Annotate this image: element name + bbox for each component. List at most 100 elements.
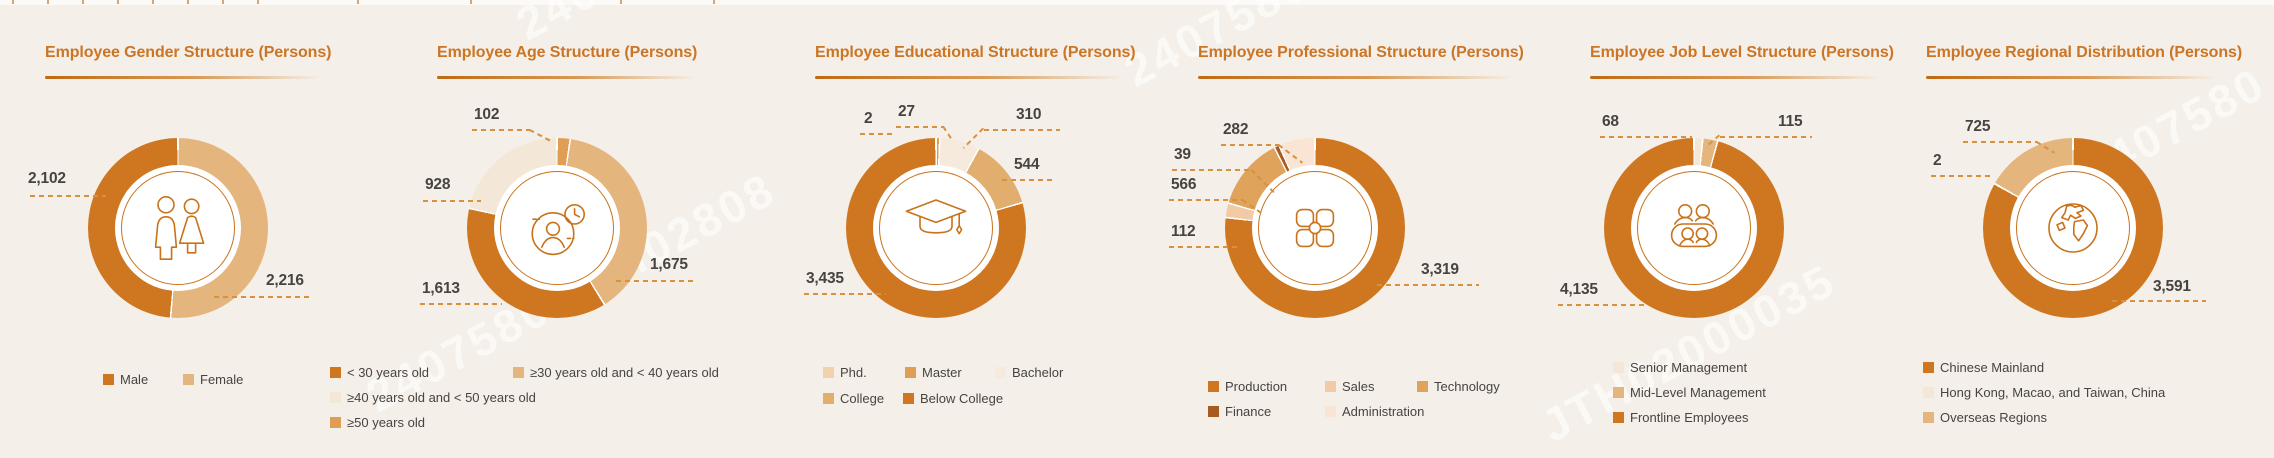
legend-swatch-senior-management xyxy=(1613,362,1624,373)
leader-line xyxy=(1169,246,1241,248)
legend-item-30-years-old[interactable]: < 30 years old xyxy=(330,365,429,380)
legend-swatch-master xyxy=(905,367,916,378)
legend-item-below-college[interactable]: Below College xyxy=(903,391,1003,406)
legend-item-administration[interactable]: Administration xyxy=(1325,404,1424,419)
legend-swatch-30-years-old-and-40-years-old xyxy=(513,367,524,378)
title-underline-decoration xyxy=(1926,76,2216,79)
legend-item-frontline-employees[interactable]: Frontline Employees xyxy=(1613,410,1749,425)
leader-line xyxy=(472,129,530,131)
pie-center-hairline-circle xyxy=(1637,171,1751,285)
value-label-master: 27 xyxy=(898,103,915,120)
value-label-chinese-mainland: 3,591 xyxy=(2153,278,2191,295)
legend-item-senior-management[interactable]: Senior Management xyxy=(1613,360,1747,375)
value-label-mid-level-management: 115 xyxy=(1778,113,1803,130)
legend-swatch-overseas-regions xyxy=(1923,412,1934,423)
legend-item-production[interactable]: Production xyxy=(1208,379,1287,394)
pie-ring-employee-age-structure-persons[interactable] xyxy=(467,138,647,318)
legend-item-50-years-old[interactable]: ≥50 years old xyxy=(330,415,425,430)
chart-title: Employee Regional Distribution (Persons) xyxy=(1926,44,2243,61)
people-group-icon xyxy=(1654,188,1734,268)
legend-swatch-male xyxy=(103,374,114,385)
legend-item-bachelor[interactable]: Bachelor xyxy=(995,365,1063,380)
leader-line xyxy=(1169,199,1243,201)
legend-item-phd[interactable]: Phd. xyxy=(823,365,867,380)
leader-line xyxy=(896,126,944,128)
male-female-icon xyxy=(138,188,218,268)
legend-swatch-phd xyxy=(823,367,834,378)
value-label-hong-kong-macao-and-taiwan-china: 2 xyxy=(1933,152,1942,169)
pie-ring-employee-professional-structure-persons[interactable] xyxy=(1225,138,1405,318)
legend-item-hong-kong-macao-and-taiwan-china[interactable]: Hong Kong, Macao, and Taiwan, China xyxy=(1923,385,2165,400)
top-edge-tick xyxy=(187,0,189,4)
legend-label: ≥30 years old and < 40 years old xyxy=(530,365,719,380)
graduation-cap-icon xyxy=(896,188,976,268)
legend-item-sales[interactable]: Sales xyxy=(1325,379,1375,394)
pie-center-hairline-circle xyxy=(1258,171,1372,285)
value-label-overseas-regions: 725 xyxy=(1965,118,1991,135)
legend-item-mid-level-management[interactable]: Mid-Level Management xyxy=(1613,385,1766,400)
chart-column-employee-regional-distribution-persons: Employee Regional Distribution (Persons)… xyxy=(1895,0,2274,458)
chart-column-employee-gender-structure-persons: Employee Gender Structure (Persons) 2,102… xyxy=(0,0,379,458)
top-edge-tick xyxy=(470,0,472,4)
legend-swatch-hong-kong-macao-and-taiwan-china xyxy=(1923,387,1934,398)
legend-item-finance[interactable]: Finance xyxy=(1208,404,1271,419)
top-edge-strip xyxy=(0,0,2274,5)
leader-line xyxy=(214,296,312,298)
legend-swatch-technology xyxy=(1417,381,1428,392)
legend-swatch-50-years-old xyxy=(330,417,341,428)
legend-item-female[interactable]: Female xyxy=(183,372,243,387)
legend-swatch-sales xyxy=(1325,381,1336,392)
legend-item-master[interactable]: Master xyxy=(905,365,962,380)
legend-label: Overseas Regions xyxy=(1940,410,2047,425)
top-edge-tick xyxy=(152,0,154,4)
value-label-phd: 2 xyxy=(864,110,873,127)
pie-ring-employee-regional-distribution-persons[interactable] xyxy=(1983,138,2163,318)
leader-line xyxy=(1002,179,1052,181)
title-underline-decoration xyxy=(815,76,1123,79)
pie-ring-employee-job-level-structure-persons[interactable] xyxy=(1604,138,1784,318)
legend-swatch-30-years-old xyxy=(330,367,341,378)
legend-item-overseas-regions[interactable]: Overseas Regions xyxy=(1923,410,2047,425)
top-edge-tick xyxy=(257,0,259,4)
legend-label: Senior Management xyxy=(1630,360,1748,375)
leader-line xyxy=(1221,144,1279,146)
top-edge-tick xyxy=(357,0,359,4)
legend-item-college[interactable]: College xyxy=(823,391,884,406)
top-edge-tick xyxy=(117,0,119,4)
legend-label: Frontline Employees xyxy=(1630,410,1749,425)
pie-ring-employee-educational-structure-persons[interactable] xyxy=(846,138,1026,318)
leader-line xyxy=(804,293,886,295)
leader-line xyxy=(2112,300,2206,302)
chart-title: Employee Age Structure (Persons) xyxy=(437,44,698,61)
value-label-finance: 39 xyxy=(1174,146,1191,163)
top-edge-tick xyxy=(12,0,14,4)
legend-swatch-frontline-employees xyxy=(1613,412,1624,423)
chart-column-employee-professional-structure-persons: Employee Professional Structure (Persons… xyxy=(1137,0,1524,458)
leader-line xyxy=(984,129,1060,131)
value-label-30-years-old: 1,613 xyxy=(422,280,460,297)
legend-item-30-years-old-and-40-years-old[interactable]: ≥30 years old and < 40 years old xyxy=(513,365,719,380)
value-label-female: 2,216 xyxy=(266,272,304,289)
value-label-college: 544 xyxy=(1014,156,1040,173)
chart-column-employee-educational-structure-persons: Employee Educational Structure (Persons)… xyxy=(758,0,1137,458)
pie-center-hairline-circle xyxy=(879,171,993,285)
pie-center-hairline-circle xyxy=(121,171,235,285)
chart-column-employee-job-level-structure-persons: Employee Job Level Structure (Persons) 68… xyxy=(1516,0,1895,458)
legend-item-40-years-old-and-50-years-old[interactable]: ≥40 years old and < 50 years old xyxy=(330,390,536,405)
legend-label: Master xyxy=(922,365,962,380)
value-label-50-years-old: 102 xyxy=(474,106,500,123)
value-label-bachelor: 310 xyxy=(1016,106,1042,123)
value-label-30-years-old-and-40-years-old: 1,675 xyxy=(650,256,688,273)
legend-label: Male xyxy=(120,372,149,387)
legend-swatch-administration xyxy=(1325,406,1336,417)
legend-swatch-mid-level-management xyxy=(1613,387,1624,398)
pie-ring-employee-gender-structure-persons[interactable] xyxy=(88,138,268,318)
title-underline-decoration xyxy=(1198,76,1513,79)
legend-item-chinese-mainland[interactable]: Chinese Mainland xyxy=(1923,360,2044,375)
leader-line xyxy=(1558,304,1644,306)
pie-center-hairline-circle xyxy=(2016,171,2130,285)
legend-item-technology[interactable]: Technology xyxy=(1417,379,1500,394)
legend-item-male[interactable]: Male xyxy=(103,372,148,387)
legend-label: Phd. xyxy=(840,365,867,380)
leader-line xyxy=(420,303,502,305)
